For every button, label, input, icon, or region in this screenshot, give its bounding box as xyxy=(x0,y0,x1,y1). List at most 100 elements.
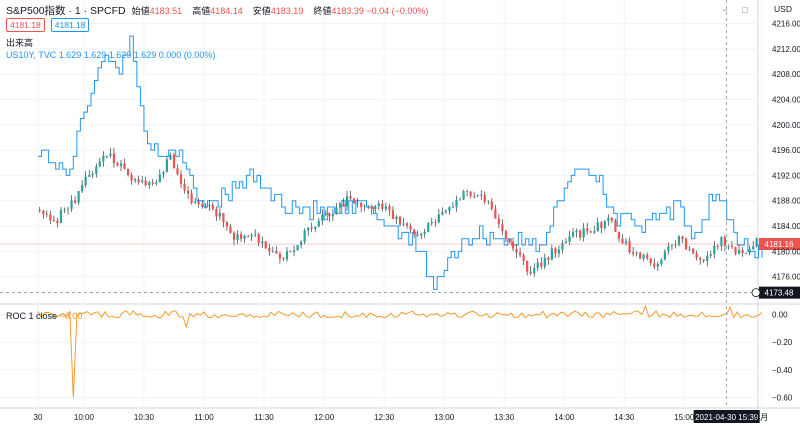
candle-body xyxy=(501,224,504,231)
candle xyxy=(296,244,299,251)
candle xyxy=(603,219,606,231)
candle-body xyxy=(391,210,395,220)
candle xyxy=(670,244,674,251)
candle-body xyxy=(63,209,66,211)
candle xyxy=(614,218,617,232)
time-tick-label: 15:00 xyxy=(674,413,695,422)
candle-body xyxy=(236,234,239,240)
candle xyxy=(141,175,144,184)
candle-body xyxy=(278,253,282,259)
candle-body xyxy=(381,203,384,209)
candle xyxy=(126,168,130,177)
candle xyxy=(95,163,98,178)
candle-body xyxy=(409,225,412,230)
candle-body xyxy=(338,203,342,208)
candle-body xyxy=(247,235,250,237)
candle-body xyxy=(511,241,515,249)
candle-body xyxy=(635,252,638,254)
candle xyxy=(610,217,614,224)
maximize-icon[interactable]: □ xyxy=(742,5,748,15)
last-price-badge xyxy=(759,238,800,251)
volume-label[interactable]: 出来高 xyxy=(6,38,34,48)
candle xyxy=(497,213,500,229)
candle xyxy=(63,207,66,213)
candle-body xyxy=(755,238,758,247)
crosshair-price-badge xyxy=(759,286,800,299)
candle-body xyxy=(631,252,635,254)
symbol-title[interactable]: S&P500指数 · 1 · SPCFD xyxy=(6,5,126,17)
time-tick-label: 13:00 xyxy=(434,413,455,422)
roc-tick-label: −0.40 xyxy=(772,366,793,375)
candle-body xyxy=(423,231,426,234)
ask-tag[interactable]: 4181.18 xyxy=(50,18,90,32)
minimize-icon[interactable]: − xyxy=(722,5,728,15)
candle xyxy=(684,237,688,251)
last-price-label: 4181.16 xyxy=(765,240,794,249)
candle-body xyxy=(328,212,331,217)
candle-body xyxy=(232,232,236,240)
candle xyxy=(737,244,741,255)
candle xyxy=(462,190,465,201)
candle-body xyxy=(737,250,741,254)
candle xyxy=(229,223,232,234)
candle-body xyxy=(331,213,334,217)
candle xyxy=(473,191,476,199)
candle xyxy=(345,191,349,212)
candle-body xyxy=(257,234,260,244)
candle-body xyxy=(476,195,479,197)
candle-body xyxy=(677,236,681,245)
candle xyxy=(137,175,140,185)
candle-body xyxy=(473,196,476,197)
candle-body xyxy=(670,245,674,247)
candle-body xyxy=(109,153,112,156)
candle xyxy=(352,197,356,204)
candle xyxy=(186,186,190,200)
candle xyxy=(529,265,532,276)
candle xyxy=(215,206,218,221)
candle-body xyxy=(292,250,296,252)
candle-body xyxy=(610,217,614,221)
candle-body xyxy=(169,154,172,160)
compare-legend[interactable]: US10Y, TVC 1.629 1.629 1.629 1.629 0.000… xyxy=(6,50,216,60)
candle xyxy=(480,189,483,201)
candlestick-series xyxy=(38,147,762,277)
candle-body xyxy=(186,190,190,194)
candle xyxy=(571,228,575,239)
candle xyxy=(416,230,419,237)
candle-body xyxy=(144,180,147,186)
candle-body xyxy=(345,196,349,207)
candle-body xyxy=(554,248,557,254)
candle-body xyxy=(420,233,423,236)
candle-body xyxy=(197,201,200,205)
candle xyxy=(575,228,578,238)
candle-body xyxy=(374,206,377,210)
candle xyxy=(84,171,87,188)
time-tick-label: 10:30 xyxy=(134,413,155,422)
candle xyxy=(247,234,250,238)
candle xyxy=(314,226,317,232)
candle-body xyxy=(172,154,176,169)
candle-body xyxy=(586,228,589,232)
candle xyxy=(564,238,568,244)
candle xyxy=(653,258,656,270)
candle xyxy=(441,207,444,216)
candle xyxy=(201,200,204,209)
candle xyxy=(271,246,274,253)
candle xyxy=(395,215,398,224)
price-tick-label: 4200.00 xyxy=(772,121,800,130)
candle xyxy=(483,191,486,205)
candle xyxy=(582,223,585,242)
candle xyxy=(639,251,642,260)
candle xyxy=(660,258,663,267)
roc-legend[interactable]: ROC 1 close −0.00 xyxy=(6,311,82,321)
bid-tag[interactable]: 4181.18 xyxy=(6,18,45,32)
candle xyxy=(557,245,561,258)
candle-body xyxy=(656,264,659,267)
candle xyxy=(476,194,479,198)
candle xyxy=(331,208,334,222)
roc-tick-label: −0.60 xyxy=(772,394,793,403)
candle xyxy=(589,230,592,233)
candle-body xyxy=(571,232,575,237)
time-tick-label: 12:00 xyxy=(314,413,335,422)
